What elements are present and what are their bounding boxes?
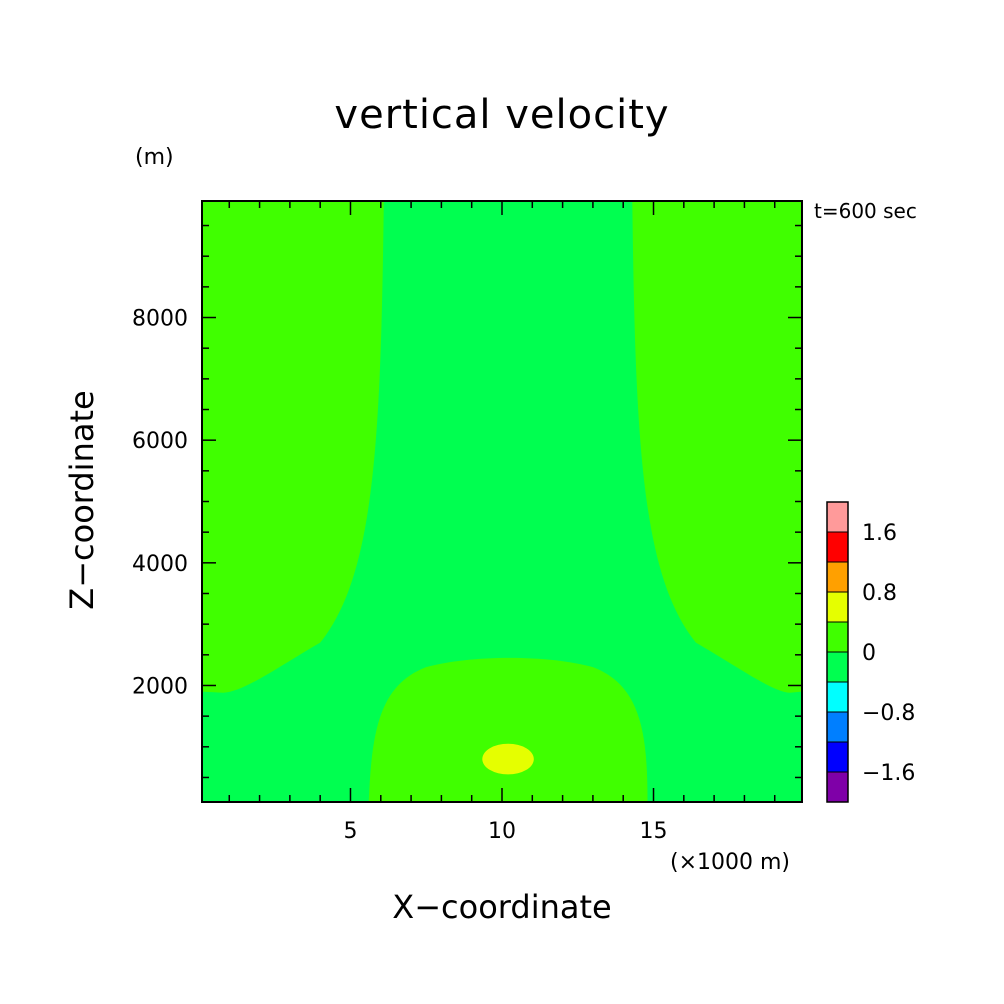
- colorbar-swatch: [826, 531, 849, 563]
- axis-ticks: [202, 201, 802, 802]
- axis-tick-labels: 5 10 15 2000 4000 6000 8000: [132, 307, 668, 844]
- colorbar-tick-label: 0: [862, 641, 876, 666]
- contour-region-central-dome: [368, 657, 648, 802]
- colorbar-frame: [826, 501, 849, 803]
- x-tick-label: 5: [343, 819, 357, 844]
- colorbar-swatch: [826, 651, 849, 683]
- chart-title: vertical velocity: [334, 92, 670, 138]
- y-tick-label: 6000: [132, 429, 188, 454]
- colorbar-tick-label: 0.8: [862, 581, 897, 606]
- x-tick-label: 10: [488, 819, 516, 844]
- colorbar-swatch: [826, 771, 849, 803]
- colorbar-tick-label: 1.6: [862, 521, 897, 546]
- contour-region-updraft-core: [482, 743, 534, 775]
- contour-region-left-flank: [202, 201, 384, 693]
- x-unit-label: (×1000 m): [670, 850, 791, 875]
- y-tick-label: 8000: [132, 307, 188, 332]
- colorbar-tick-label: −0.8: [862, 701, 915, 726]
- colorbar-swatch: [826, 711, 849, 743]
- y-tick-label: 4000: [132, 552, 188, 577]
- colorbar-swatch: [826, 741, 849, 773]
- colorbar-swatch: [826, 561, 849, 593]
- colorbar-tick-label: −1.6: [862, 761, 915, 786]
- y-unit-label: (m): [135, 145, 174, 170]
- colorbar-swatch: [826, 621, 849, 653]
- colorbar: 1.6 0.8 0 −0.8 −1.6: [826, 501, 915, 803]
- x-axis-label: X−coordinate: [392, 888, 612, 926]
- x-tick-label: 15: [640, 819, 668, 844]
- time-label: t=600 sec: [814, 199, 917, 223]
- plot-area: [201, 200, 803, 803]
- colorbar-swatch: [826, 501, 849, 533]
- colorbar-swatch: [826, 681, 849, 713]
- y-tick-label: 2000: [132, 674, 188, 699]
- contour-region-right-flank: [632, 201, 802, 693]
- colorbar-swatch: [826, 591, 849, 623]
